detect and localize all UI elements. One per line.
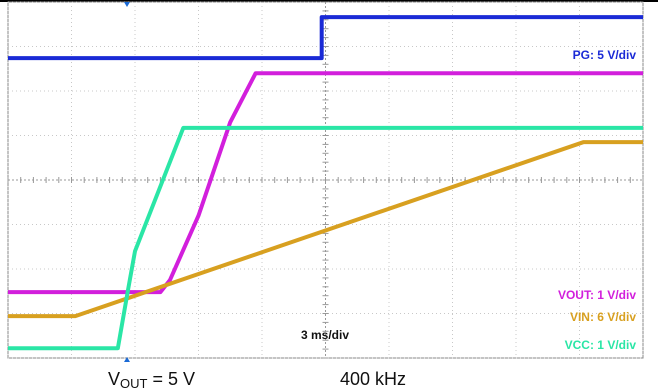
legend-entry: PG: 5 V/div xyxy=(573,48,637,62)
caption-sub: OUT xyxy=(120,376,148,391)
caption-rest: = 5 V xyxy=(147,369,195,389)
timebase: 3 ms/div xyxy=(301,328,349,342)
trigger-marker xyxy=(124,2,130,7)
legend-entry: VIN: 6 V/div xyxy=(570,310,636,324)
caption-main: V xyxy=(108,369,120,389)
caption-vout: VOUT = 5 V xyxy=(108,369,195,392)
trace xyxy=(8,15,643,61)
trigger-marker xyxy=(124,357,130,362)
trace xyxy=(8,140,643,319)
trace xyxy=(8,125,643,351)
legend-entry: VCC: 1 V/div xyxy=(565,338,637,352)
legend-entry: VOUT: 1 V/div xyxy=(558,288,636,302)
trace xyxy=(8,71,643,295)
caption-freq: 400 kHz xyxy=(340,369,406,389)
